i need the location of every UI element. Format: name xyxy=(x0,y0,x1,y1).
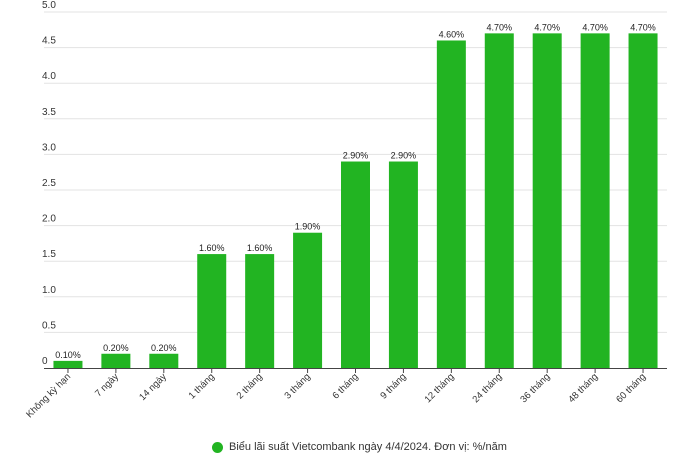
bar xyxy=(341,161,370,368)
y-tick-label: 5.0 xyxy=(42,0,56,11)
y-axis-ticks: 0 0.5 1.0 1.5 2.0 2.5 3.0 3.5 4.0 4.5 5.0 xyxy=(42,0,56,367)
bar xyxy=(484,33,514,369)
y-tick-label: 3.0 xyxy=(42,142,56,153)
data-label: 4.60% xyxy=(439,29,465,39)
bars xyxy=(53,33,658,369)
x-tick-label: 36 tháng xyxy=(518,371,552,405)
bar xyxy=(101,353,131,368)
x-tick-label: 2 tháng xyxy=(235,371,265,401)
x-tick-label: 12 tháng xyxy=(423,371,457,405)
data-label: 4.70% xyxy=(487,22,513,32)
bar xyxy=(197,254,227,368)
x-tick-label: 1 tháng xyxy=(187,371,217,401)
data-label: 0.10% xyxy=(55,350,81,360)
x-tick-label: 3 tháng xyxy=(283,371,313,401)
data-labels: 0.10% 0.20% 0.20% 1.60% 1.60% 1.90% 2.90% 2.90%… xyxy=(55,22,656,360)
x-tick-label: 48 tháng xyxy=(566,371,600,405)
data-label: 4.70% xyxy=(582,22,608,32)
y-tick-label: 2.5 xyxy=(42,178,56,189)
data-label: 2.90% xyxy=(343,151,369,161)
y-tick-label: 4.5 xyxy=(42,36,56,47)
data-label: 2.90% xyxy=(391,151,417,161)
bar xyxy=(436,40,466,368)
y-tick-label: 0 xyxy=(42,356,48,367)
x-tick-label: 60 tháng xyxy=(614,371,648,405)
y-tick-label: 1.0 xyxy=(42,285,56,296)
legend-marker xyxy=(212,441,223,453)
y-tick-label: 4.0 xyxy=(42,71,56,82)
bar xyxy=(149,353,179,368)
data-label: 0.20% xyxy=(103,343,129,353)
legend: Biểu lãi suất Vietcombank ngày 4/4/2024.… xyxy=(212,441,507,453)
x-tick-label: 24 tháng xyxy=(470,371,504,405)
y-tick-label: 2.0 xyxy=(42,214,56,225)
bar xyxy=(628,33,658,369)
data-label: 4.70% xyxy=(630,22,656,32)
data-label: 1.90% xyxy=(295,222,321,232)
bar xyxy=(388,161,418,368)
y-tick-label: 0.5 xyxy=(42,320,56,331)
x-tick-label: 14 ngày xyxy=(137,371,169,403)
y-tick-label: 3.5 xyxy=(42,107,56,118)
legend-label: Biểu lãi suất Vietcombank ngày 4/4/2024.… xyxy=(229,441,507,453)
x-tick-label: Không kỳ hạn xyxy=(24,371,73,420)
bar xyxy=(245,254,275,368)
data-label: 0.20% xyxy=(151,343,177,353)
x-tick-label: 6 tháng xyxy=(330,371,360,401)
y-tick-label: 1.5 xyxy=(42,249,56,260)
x-tick-label: 7 ngày xyxy=(93,371,121,399)
bar xyxy=(580,33,610,369)
x-axis-ticks: Không kỳ hạn 7 ngày 14 ngày 1 tháng 2 tháng 3… xyxy=(24,368,648,420)
bar xyxy=(532,33,562,369)
x-tick-label: 9 tháng xyxy=(378,371,408,401)
bar xyxy=(53,360,83,368)
data-label: 1.60% xyxy=(199,243,225,253)
data-label: 1.60% xyxy=(247,243,273,253)
data-label: 4.70% xyxy=(534,22,560,32)
bar xyxy=(293,232,323,368)
